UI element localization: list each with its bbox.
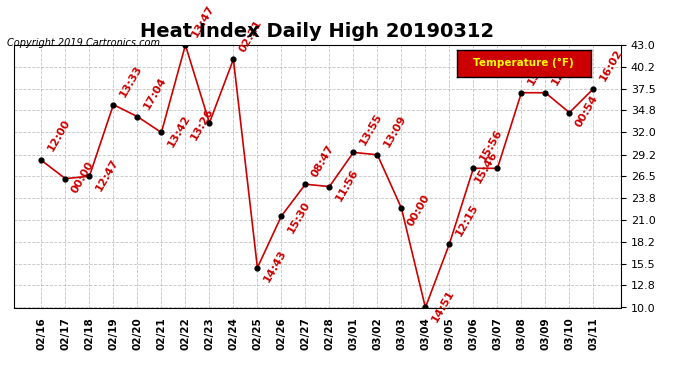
Text: 14:43: 14:43	[262, 249, 288, 284]
Text: 13:42: 13:42	[166, 113, 192, 149]
Point	[228, 56, 239, 62]
Point	[300, 181, 311, 187]
Point	[60, 176, 71, 181]
Text: 08:47: 08:47	[310, 143, 336, 178]
Point	[276, 213, 287, 219]
Text: 13:09: 13:09	[382, 114, 408, 149]
Text: 11:56: 11:56	[333, 168, 360, 203]
Point	[132, 114, 143, 120]
Point	[588, 86, 599, 92]
Text: 00:00: 00:00	[70, 160, 96, 195]
Text: 12:32: 12:32	[549, 51, 576, 87]
Text: 17:04: 17:04	[141, 75, 168, 111]
Text: 15:46: 15:46	[473, 149, 499, 185]
Point	[156, 129, 167, 135]
Point	[252, 265, 263, 271]
Text: 13:26: 13:26	[188, 106, 215, 142]
Point	[348, 149, 359, 155]
Point	[540, 90, 551, 96]
Text: 12:47: 12:47	[94, 157, 120, 193]
Text: 02:21: 02:21	[237, 18, 264, 54]
Text: 12:15: 12:15	[453, 202, 480, 238]
Point	[204, 120, 215, 126]
Text: 15:56: 15:56	[477, 127, 504, 163]
Text: 15:12: 15:12	[526, 51, 552, 87]
Point	[108, 102, 119, 108]
Point	[372, 152, 383, 158]
Text: 15:30: 15:30	[286, 200, 312, 236]
Point	[444, 241, 455, 247]
Text: 13:33: 13:33	[117, 64, 144, 99]
Text: 00:00: 00:00	[406, 192, 432, 228]
Point	[516, 90, 527, 96]
Text: 14:51: 14:51	[430, 288, 456, 324]
Point	[420, 304, 431, 310]
Text: 13:55: 13:55	[357, 111, 384, 147]
Text: 13:47: 13:47	[190, 4, 216, 39]
Point	[492, 165, 503, 171]
Point	[36, 158, 47, 164]
Point	[468, 165, 479, 171]
Text: 16:02: 16:02	[598, 48, 624, 83]
Point	[180, 42, 191, 48]
Text: 12:00: 12:00	[46, 118, 72, 153]
Point	[564, 110, 575, 116]
Point	[84, 173, 95, 179]
Point	[324, 184, 335, 190]
Text: 00:54: 00:54	[573, 94, 600, 129]
Title: Heat Index Daily High 20190312: Heat Index Daily High 20190312	[140, 22, 495, 40]
Text: Copyright 2019 Cartronics.com: Copyright 2019 Cartronics.com	[7, 38, 160, 48]
Point	[396, 205, 407, 211]
